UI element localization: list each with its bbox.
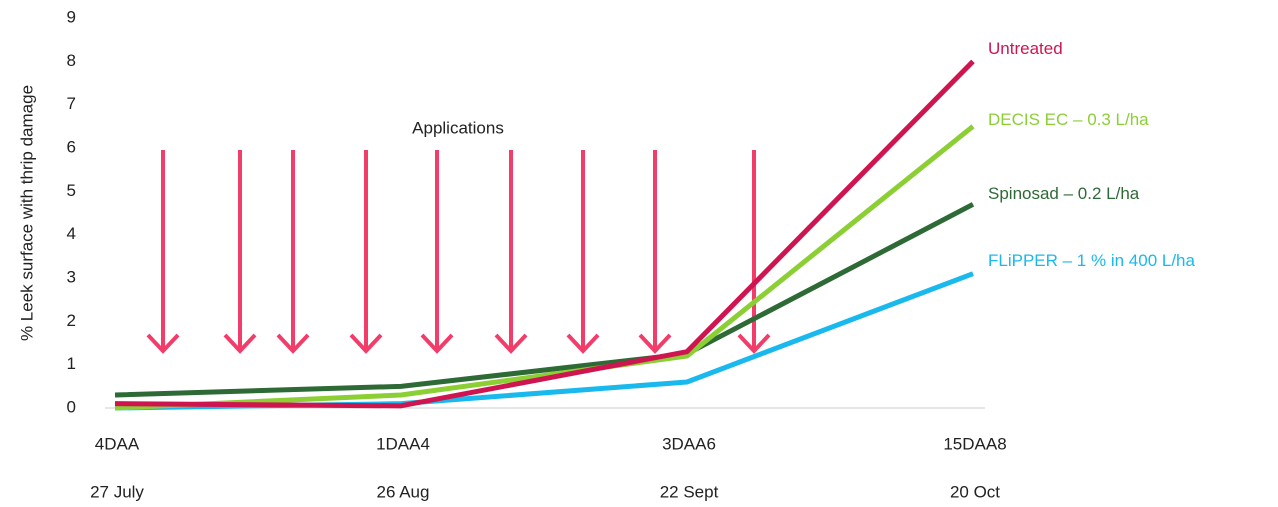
arrow-shape — [420, 150, 454, 354]
y-tick-label: 9 — [67, 7, 76, 26]
application-arrow — [146, 150, 180, 354]
y-tick-label: 4 — [67, 224, 76, 243]
application-arrow — [420, 150, 454, 354]
y-tick-label: 6 — [67, 137, 76, 156]
x-tick-date: 22 Sept — [660, 482, 719, 501]
series-line — [114, 59, 975, 409]
series-line — [114, 124, 975, 411]
y-tick-label: 0 — [67, 397, 76, 416]
application-arrow — [638, 150, 672, 354]
series-line — [114, 202, 975, 398]
y-axis-label: % Leek surface with thrip damage — [17, 85, 36, 341]
application-arrow — [223, 150, 257, 354]
x-tick-label: 1DAA4 — [376, 434, 430, 453]
series-label: DECIS EC – 0.3 L/ha — [988, 110, 1149, 129]
application-arrow — [349, 150, 383, 354]
y-tick-label: 2 — [67, 311, 76, 330]
annotation: Applications — [412, 118, 504, 137]
arrow-shape — [494, 150, 528, 354]
x-tick-label: 15DAA8 — [943, 434, 1006, 453]
arrow-shape — [638, 150, 672, 354]
x-tick-label: 3DAA6 — [662, 434, 716, 453]
arrow-shape — [276, 150, 310, 354]
arrow-shape — [223, 150, 257, 354]
y-tick-label: 1 — [67, 354, 76, 373]
application-arrow — [276, 150, 310, 354]
arrow-shape — [566, 150, 600, 354]
application-arrow — [494, 150, 528, 354]
y-tick-label: 7 — [67, 94, 76, 113]
x-tick-label: 4DAA — [95, 434, 140, 453]
x-tick-date: 26 Aug — [377, 482, 430, 501]
y-tick-label: 3 — [67, 267, 76, 286]
arrow-shape — [146, 150, 180, 354]
application-arrow — [566, 150, 600, 354]
x-tick-date: 20 Oct — [950, 482, 1000, 501]
y-tick-label: 5 — [67, 181, 76, 200]
arrow-shape — [349, 150, 383, 354]
series-label: Untreated — [988, 39, 1063, 58]
x-tick-date: 27 July — [90, 482, 144, 501]
series-line — [114, 271, 974, 411]
y-tick-label: 8 — [67, 51, 76, 70]
series-label: FLiPPER – 1 % in 400 L/ha — [988, 251, 1196, 270]
series-label: Spinosad – 0.2 L/ha — [988, 184, 1140, 203]
